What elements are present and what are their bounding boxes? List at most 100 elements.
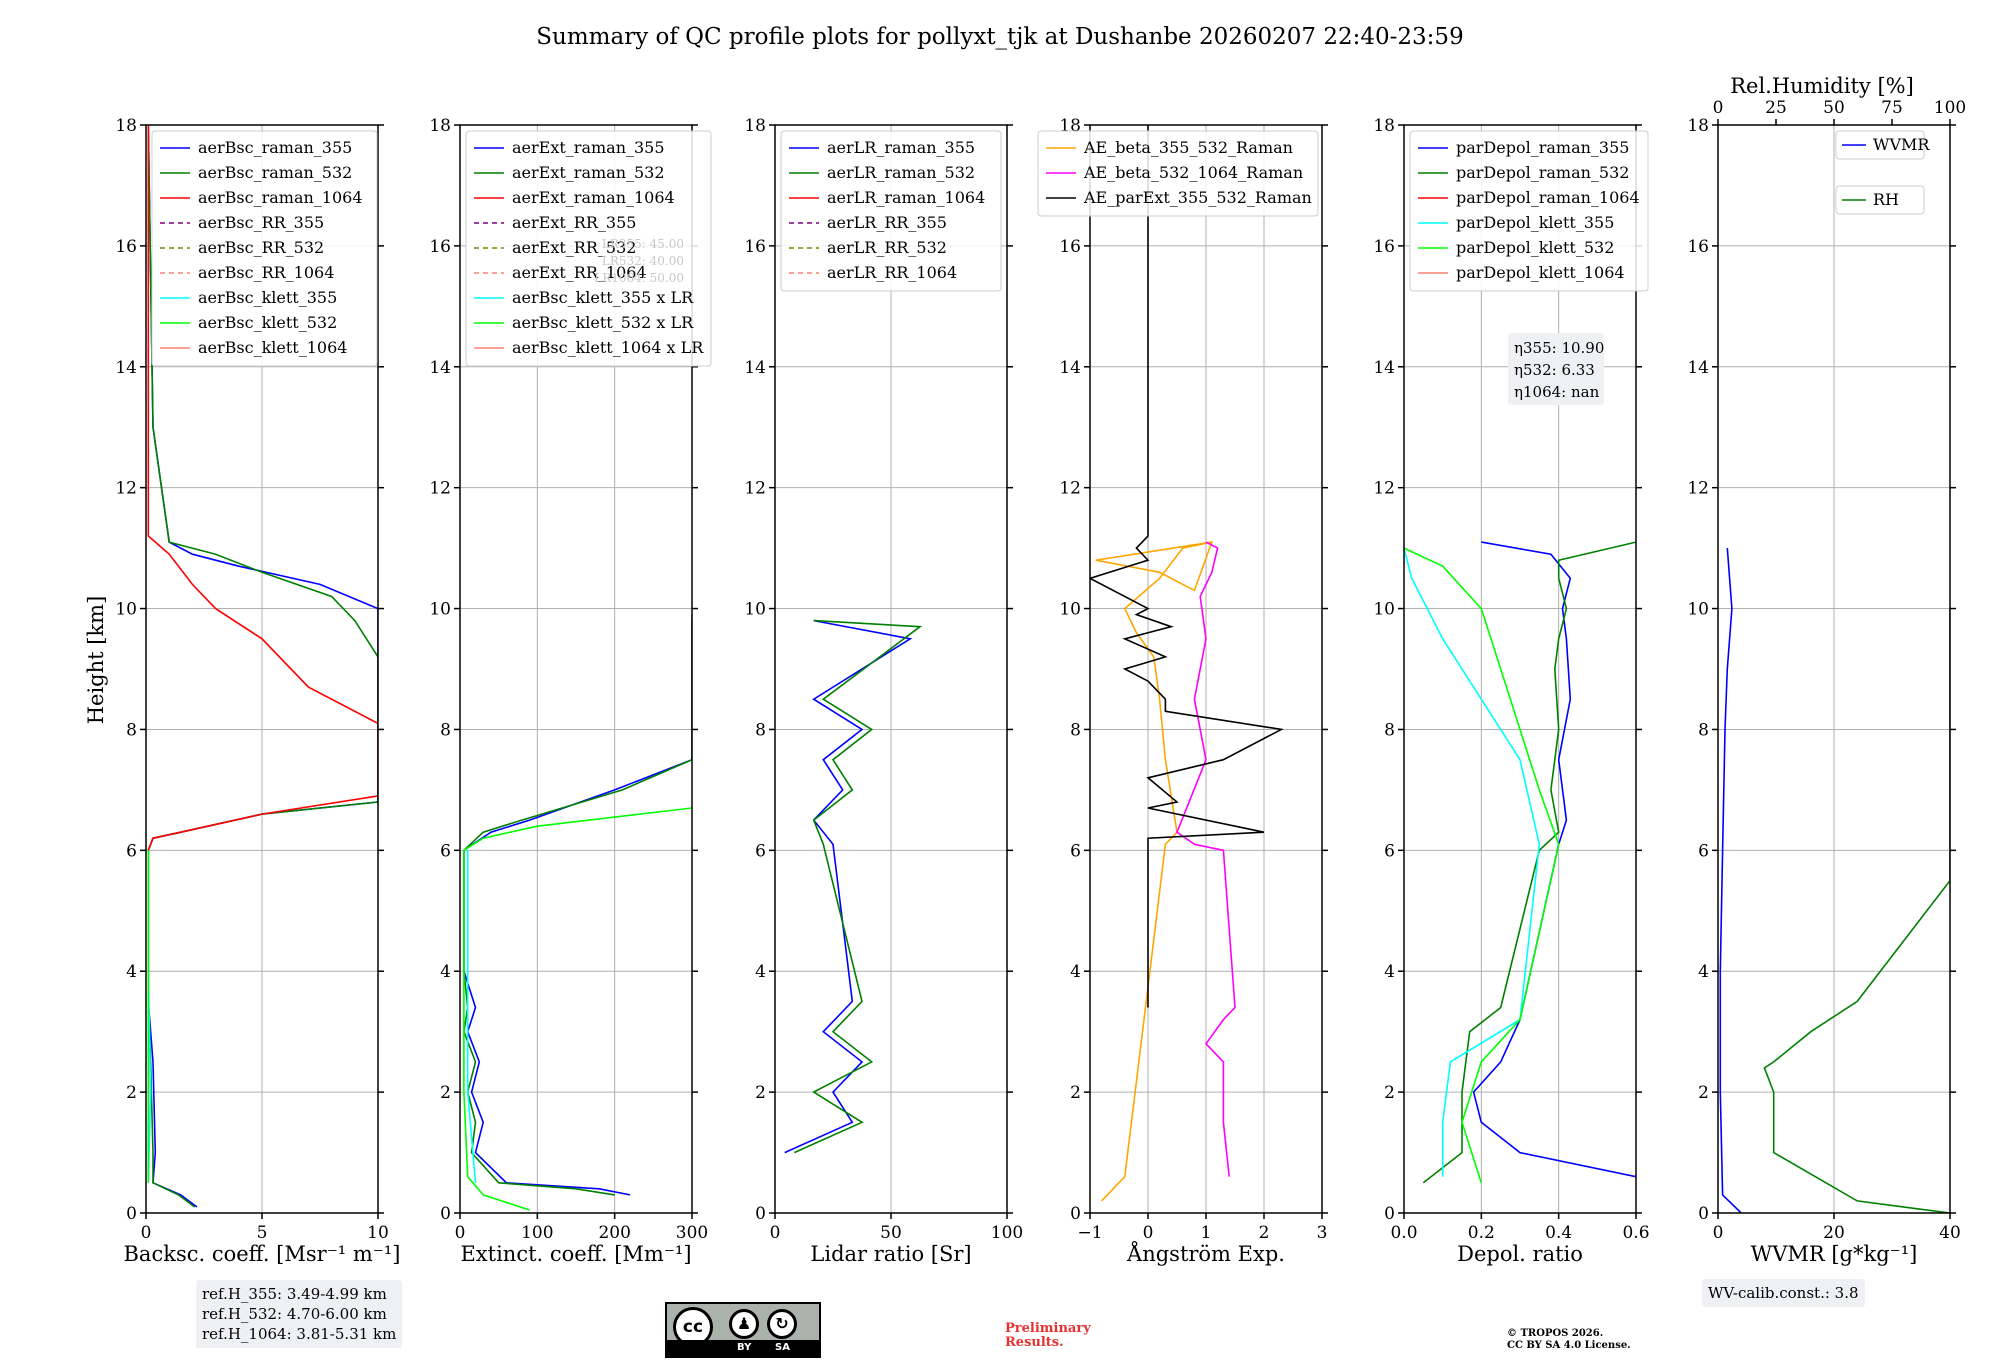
series-ae-beta-532-1064-raman	[1176, 541, 1236, 1177]
x-tick-label: 300	[676, 1223, 708, 1243]
y-axis-label: Height [km]	[84, 596, 108, 725]
legend-label: AE_parExt_355_532_Raman	[1083, 188, 1312, 207]
y-tick-label: 0	[1070, 1204, 1081, 1224]
series-pardepol-klett-532	[1404, 547, 1560, 1184]
y-tick-label: 10	[744, 600, 766, 620]
y-tick-label: 0	[440, 1204, 451, 1224]
legend-label: aerBsc_RR_1064	[198, 263, 334, 282]
y-tick-label: 2	[1698, 1083, 1709, 1103]
legend-label: aerBsc_klett_355 x LR	[512, 288, 694, 307]
series-aerbsc-klett-355-x-lr	[466, 850, 477, 1183]
legend-label: parDepol_klett_1064	[1456, 263, 1625, 282]
y-tick-label: 12	[1059, 479, 1081, 499]
y-tick-label: 12	[1687, 479, 1709, 499]
y-tick-label: 12	[1373, 479, 1395, 499]
y-tick-label: 16	[429, 237, 451, 257]
series-ae-beta-355-532-raman	[1095, 541, 1214, 1202]
legend-label: aerLR_raman_532	[827, 163, 975, 182]
y-tick-label: 6	[1384, 841, 1395, 861]
y-tick-label: 12	[429, 479, 451, 499]
y-tick-label: 0	[1698, 1204, 1709, 1224]
cc-label-bar: BY SA	[667, 1340, 819, 1356]
y-tick-label: 4	[126, 962, 137, 982]
legend-label: RH	[1873, 190, 1899, 209]
y-tick-label: 8	[1070, 720, 1081, 740]
axes-frame	[1403, 124, 1637, 1214]
copyright-note: © TROPOS 2026. CC BY SA 4.0 License.	[1507, 1328, 1631, 1352]
y-tick-label: 2	[126, 1083, 137, 1103]
y-tick-label: 14	[1373, 358, 1395, 378]
x-tick-label: 0	[1143, 1223, 1154, 1243]
ref-height-355: ref.H_355: 3.49-4.99 km	[202, 1285, 387, 1303]
y-tick-label: 16	[744, 237, 766, 257]
x-tick-label: 40	[1939, 1223, 1961, 1243]
copyright-line-1: © TROPOS 2026.	[1507, 1328, 1604, 1339]
legend-label: aerLR_RR_1064	[827, 263, 957, 282]
legend-label: parDepol_raman_1064	[1456, 188, 1640, 207]
preliminary-results-note: Preliminary Results.	[1005, 1322, 1091, 1350]
x-axis-label: Lidar ratio [Sr]	[810, 1242, 971, 1266]
legend-label: parDepol_klett_532	[1456, 238, 1614, 257]
legend-box	[1409, 130, 1649, 292]
series-aerext-raman-355	[463, 620, 692, 1196]
legend-label: aerExt_RR_355	[512, 213, 636, 232]
legend-label: aerBsc_klett_1064 x LR	[512, 338, 704, 357]
y-tick-label: 16	[1373, 237, 1395, 257]
x-tick-label: 1	[1201, 1223, 1212, 1243]
y-tick-label: 10	[1373, 600, 1395, 620]
x-tick-label: 200	[598, 1223, 630, 1243]
preliminary-line-1: Preliminary	[1005, 1321, 1091, 1336]
x-tick-label: 100	[991, 1223, 1023, 1243]
lidar-ratio-annotation: LR1064: 50.00	[594, 271, 684, 285]
eta-label: η532: 6.33	[1514, 361, 1595, 379]
eta-label: η1064: nan	[1514, 383, 1600, 401]
x-axis-label: Backsc. coeff. [Msr⁻¹ m⁻¹]	[124, 1242, 401, 1266]
legend-label: aerBsc_raman_355	[198, 138, 352, 157]
y-tick-label: 16	[115, 237, 137, 257]
y-tick-label: 4	[1384, 962, 1395, 982]
legend-label: aerBsc_RR_355	[198, 213, 324, 232]
y-tick-label: 6	[1698, 841, 1709, 861]
y-tick-label: 0	[126, 1204, 137, 1224]
legend-label: parDepol_raman_355	[1456, 138, 1629, 157]
ref-height-1064: ref.H_1064: 3.81-5.31 km	[202, 1325, 397, 1343]
legend-label: parDepol_raman_532	[1456, 163, 1629, 182]
y-tick-label: 4	[440, 962, 451, 982]
x-tick-label: 0.6	[1622, 1223, 1649, 1243]
y-tick-label: 10	[1687, 600, 1709, 620]
y-tick-label: 8	[1384, 720, 1395, 740]
legend-label: aerBsc_klett_532 x LR	[512, 313, 694, 332]
y-tick-label: 6	[755, 841, 766, 861]
top-x-tick-label: 75	[1881, 98, 1903, 118]
y-tick-label: 12	[115, 479, 137, 499]
x-tick-label: 0	[770, 1223, 781, 1243]
series-ae-parext-355-532-raman	[1090, 125, 1284, 1008]
wv-calibration-text: WV-calib.const.: 3.8	[1708, 1284, 1859, 1302]
panel-3: 0 2 4 6 8 10 12 14 16 18 0 50 100 Lidar ratio [Sr] aer…	[744, 116, 1023, 1266]
y-tick-label: 18	[429, 116, 451, 136]
axes-frame	[774, 124, 1008, 1214]
y-tick-label: 16	[1059, 237, 1081, 257]
legend-box	[780, 130, 1002, 292]
top-axis-label: Rel.Humidity [%]	[1730, 74, 1914, 98]
legend-label: aerExt_raman_532	[512, 163, 665, 182]
legend-box	[151, 130, 378, 367]
x-tick-label: 0	[455, 1223, 466, 1243]
legend-label: AE_beta_532_1064_Raman	[1083, 163, 1303, 182]
series-pardepol-raman-355	[1472, 541, 1636, 1178]
x-tick-label: 0	[141, 1223, 152, 1243]
x-tick-label: 0	[1713, 1223, 1724, 1243]
legend-label: aerBsc_raman_1064	[198, 188, 363, 207]
series-wvmr	[1719, 548, 1742, 1213]
top-x-tick-label: 100	[1934, 98, 1966, 118]
y-tick-label: 2	[755, 1083, 766, 1103]
series-aerlr-raman-355	[784, 619, 913, 1154]
x-tick-label: 100	[521, 1223, 553, 1243]
series-aerext-raman-532	[463, 614, 692, 1196]
x-tick-label: 0.4	[1545, 1223, 1572, 1243]
cc-by-sa-badge: cc ♟ ↻ BY SA	[665, 1302, 821, 1358]
x-tick-label: 50	[880, 1223, 902, 1243]
axes-frame	[1089, 124, 1323, 1214]
x-tick-label: 0.0	[1390, 1223, 1417, 1243]
y-tick-label: 18	[115, 116, 137, 136]
